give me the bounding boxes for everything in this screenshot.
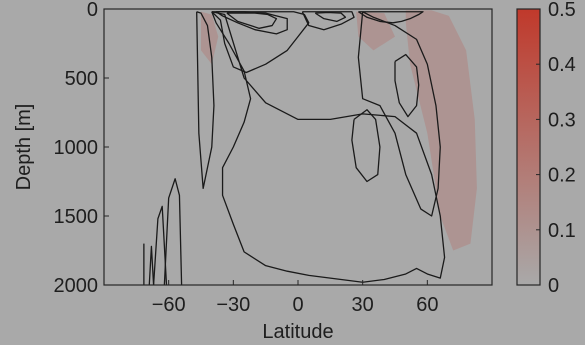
antarctic-small-contour <box>148 245 155 286</box>
y-axis: 0 500 1000 1500 2000 <box>54 0 109 297</box>
antarctic-mid-contour <box>152 205 168 286</box>
southern-convergence-inner <box>226 12 278 29</box>
plot-contours <box>143 11 446 286</box>
y-tick-label: 1500 <box>54 206 99 228</box>
equator-contour <box>301 11 355 31</box>
equator-inner-contour <box>314 11 347 23</box>
north-loop-contour <box>357 11 441 217</box>
y-axis-title: Depth [m] <box>13 104 35 191</box>
y-tick-label: 2000 <box>54 275 99 297</box>
colorbar-tick-label: 0 <box>548 275 559 297</box>
y-tick-label: 1000 <box>54 137 99 159</box>
north-inner-loop-contour <box>394 53 420 118</box>
colorbar-tick-label: 0.5 <box>548 0 576 21</box>
colorbar-tick-label: 0.1 <box>548 220 576 242</box>
x-tick-label: −60 <box>152 294 186 316</box>
x-tick-label: 60 <box>416 294 438 316</box>
antarctic-tall-contour <box>163 178 183 286</box>
south-narrow-contour <box>196 11 215 190</box>
colorbar-tick-label: 0.3 <box>548 109 576 131</box>
x-tick-label: −30 <box>216 294 250 316</box>
x-tick-label: 30 <box>352 294 374 316</box>
colorbar-tick-label: 0.4 <box>548 54 576 76</box>
colorbar: 0 0.1 0.2 0.3 0.4 0.5 <box>516 0 576 297</box>
x-tick-label: 0 <box>292 294 303 316</box>
y-tick-label: 500 <box>65 68 98 90</box>
tropics-oval-contour <box>351 109 381 183</box>
north-shading <box>405 10 477 251</box>
big-outer-contour <box>211 11 446 283</box>
southern-convergence-mid <box>211 11 310 74</box>
y-tick-label: 0 <box>87 0 98 21</box>
x-axis-title: Latitude <box>262 321 333 343</box>
colorbar-tick-label: 0.2 <box>548 165 576 187</box>
colorbar-scale <box>516 8 541 286</box>
x-axis: −60 −30 0 30 60 <box>152 280 438 316</box>
north-surface-contour <box>358 11 424 24</box>
